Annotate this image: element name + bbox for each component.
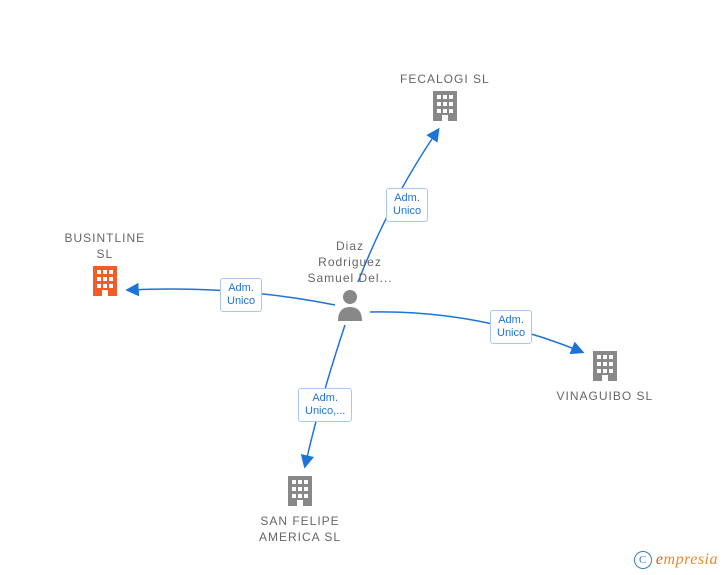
edge-label-busintline: Adm. Unico	[220, 278, 262, 312]
building-icon	[259, 472, 341, 513]
building-icon	[400, 87, 490, 128]
node-label: FECALOGI SL	[400, 71, 490, 87]
building-icon	[557, 347, 654, 388]
node-sanfelipe[interactable]: SAN FELIPE AMERICA SL	[259, 472, 341, 545]
building-icon	[65, 262, 146, 303]
person-icon	[308, 287, 393, 326]
edge-label-vinaguibo: Adm. Unico	[490, 310, 532, 344]
node-label: BUSINTLINE SL	[65, 230, 146, 262]
watermark: Cempresia	[634, 551, 718, 569]
node-fecalogi[interactable]: FECALOGI SL	[400, 71, 490, 128]
watermark-rest: mpresia	[664, 551, 718, 568]
edge-label-sanfelipe: Adm. Unico,...	[298, 388, 352, 422]
node-label: Diaz Rodriguez Samuel Del...	[308, 238, 393, 287]
copyright-icon: C	[634, 551, 652, 569]
node-label: SAN FELIPE AMERICA SL	[259, 513, 341, 545]
edge-label-fecalogi: Adm. Unico	[386, 188, 428, 222]
node-label: VINAGUIBO SL	[557, 388, 654, 404]
diagram-canvas: Diaz Rodriguez Samuel Del... BUSINTLINE …	[0, 0, 728, 575]
node-center[interactable]: Diaz Rodriguez Samuel Del...	[308, 238, 393, 326]
watermark-prefix: e	[656, 551, 664, 568]
node-busintline[interactable]: BUSINTLINE SL	[65, 230, 146, 303]
edge-center-vinaguibo	[370, 312, 582, 352]
node-vinaguibo[interactable]: VINAGUIBO SL	[557, 347, 654, 404]
